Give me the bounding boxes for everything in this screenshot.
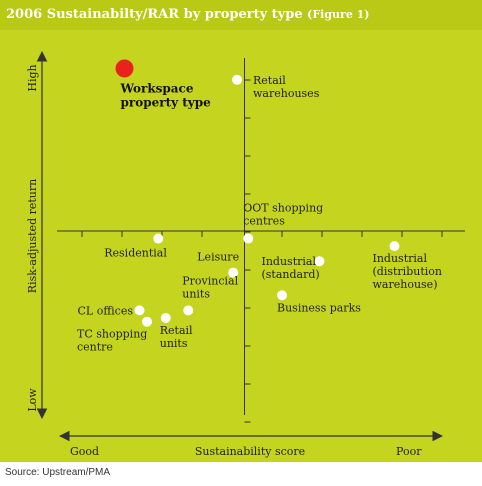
x-end-label-good: Good (70, 445, 99, 458)
point-workspace-property-type (115, 59, 134, 78)
source-note: Source: Upstream/PMA (5, 467, 111, 478)
label-line: CL offices (78, 304, 134, 317)
label-industrial-standard: Industrial (standard) (262, 255, 320, 281)
point-leisure (228, 267, 239, 278)
point-tc-shopping-centre (142, 316, 152, 327)
label-line: warehouse) (373, 278, 438, 291)
label-cl-offices: CL offices (78, 304, 134, 317)
label-oot-shopping-centres: OOT shopping centres (243, 202, 323, 228)
label-line: Workspace (120, 81, 194, 95)
label-line: Residential (104, 247, 167, 260)
label-retail-units: Retail units (160, 324, 193, 350)
y-end-label-low: Low (26, 388, 39, 412)
axes: Sustainability score Good Poor Risk-adjuste… (26, 50, 465, 458)
point-cl-offices (134, 305, 145, 316)
source-bar: Source: Upstream/PMA (0, 462, 482, 486)
label-line: property type (121, 95, 212, 109)
point-industrial-distribution-warehouse (389, 241, 400, 252)
y-end-label-high: High (26, 64, 39, 91)
label-line: OOT shopping (243, 202, 323, 215)
label-line: (standard) (262, 268, 320, 281)
label-line: warehouses (253, 87, 320, 100)
point-provincial-units (183, 305, 194, 316)
point-business-parks (277, 290, 287, 301)
label-line: Retail (253, 74, 286, 87)
label-line: centres (243, 215, 285, 228)
label-line: units (160, 337, 188, 350)
label-line: centre (77, 341, 113, 354)
data-points (115, 59, 400, 327)
label-line: (distribution (373, 265, 442, 278)
label-provincial-units: Provincial units (182, 274, 238, 300)
point-retail-warehouses (232, 74, 242, 85)
label-line: Industrial (373, 252, 428, 265)
chart-title: 2006 Sustainabilty/RAR by property type … (6, 7, 370, 22)
title-bar: 2006 Sustainabilty/RAR by property type … (0, 0, 482, 30)
label-retail-warehouses: Retail warehouses (253, 74, 320, 100)
label-workspace-property-type: Workspace property type (120, 81, 212, 109)
plot-area (0, 30, 482, 462)
label-line: Industrial (262, 255, 317, 268)
label-business-parks: Business parks (277, 301, 361, 314)
label-line: TC shopping (77, 328, 147, 341)
y-axis-label: Risk-adjusted return (26, 179, 39, 293)
label-line: Business parks (277, 301, 361, 314)
x-end-label-poor: Poor (396, 445, 422, 458)
label-leisure: Leisure (197, 251, 239, 264)
label-line: units (182, 287, 210, 300)
label-residential: Residential (104, 247, 167, 260)
point-retail-units (160, 312, 171, 323)
point-residential (153, 233, 164, 244)
chart-title-text: 2006 Sustainabilty/RAR by property type (6, 7, 303, 22)
point-industrial-standard (314, 256, 325, 267)
figure-label: (Figure 1) (307, 8, 370, 21)
label-line: Provincial (182, 274, 238, 287)
label-industrial-distribution-warehouse: Industrial (distribution warehouse) (373, 252, 442, 291)
x-axis-label: Sustainability score (195, 445, 305, 458)
label-tc-shopping-centre: TC shopping centre (77, 328, 147, 354)
label-line: Leisure (197, 251, 239, 264)
label-line: Retail (160, 324, 193, 337)
point-oot-shopping-centres (243, 233, 254, 244)
